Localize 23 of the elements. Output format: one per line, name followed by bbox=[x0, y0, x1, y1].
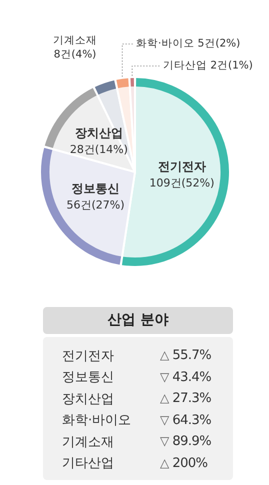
category-label: 장치산업 bbox=[61, 390, 115, 408]
slice-label: 전기전자 bbox=[158, 160, 206, 174]
data-label: 28건(14%) bbox=[70, 142, 128, 156]
data-label: 8건(4%) bbox=[54, 48, 96, 61]
slice-label: 기계소재 bbox=[53, 34, 97, 47]
text: 산업 분야 bbox=[43, 307, 233, 334]
data-label: △ 200% bbox=[160, 456, 208, 471]
slice-label: 기타산업 2건(1%) bbox=[163, 60, 253, 72]
category-label: 화학·바이오 bbox=[61, 412, 132, 430]
slice-label: 화학·바이오 5건(2%) bbox=[136, 38, 240, 50]
slice-label: 장치산업 bbox=[74, 126, 123, 140]
category-label: 기타산업 bbox=[61, 455, 115, 472]
data-label: 56건(27%) bbox=[66, 198, 125, 212]
data-label: ▽ 89.9% bbox=[160, 434, 212, 450]
category-label: 정보통신 bbox=[61, 369, 115, 386]
slice-label: 정보통신 bbox=[72, 182, 120, 196]
category-label: 기계소재 bbox=[61, 434, 115, 451]
data-label: ▽ 64.3% bbox=[160, 412, 212, 428]
data-label: △ 55.7% bbox=[160, 348, 212, 364]
data-label: 109건(52%) bbox=[149, 176, 214, 190]
data-label: △ 27.3% bbox=[160, 391, 212, 406]
data-label: ▽ 43.4% bbox=[160, 370, 212, 385]
category-label: 전기전자 bbox=[61, 348, 115, 365]
